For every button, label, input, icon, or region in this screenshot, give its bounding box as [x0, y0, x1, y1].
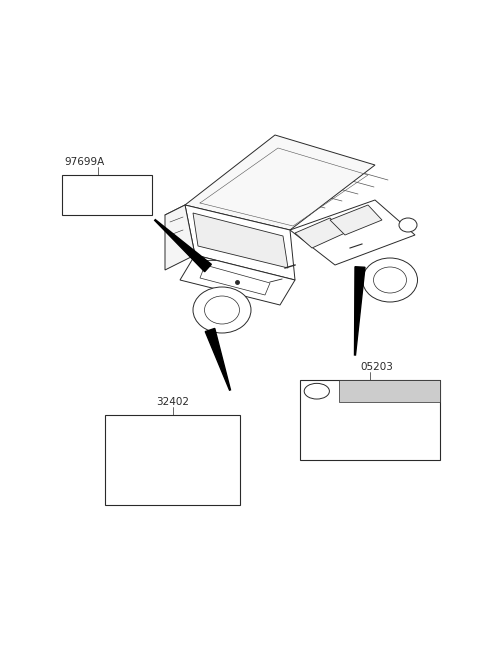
Polygon shape [355, 267, 365, 355]
Bar [339, 380, 440, 402]
Text: 32402: 32402 [156, 397, 189, 407]
Bar [62, 175, 152, 215]
Polygon shape [200, 265, 270, 295]
Polygon shape [180, 255, 295, 305]
Polygon shape [295, 218, 345, 248]
Polygon shape [155, 220, 211, 272]
Text: 05203: 05203 [360, 362, 394, 372]
Ellipse shape [304, 383, 329, 399]
Ellipse shape [373, 267, 407, 293]
Polygon shape [185, 205, 295, 280]
Ellipse shape [204, 296, 240, 324]
Polygon shape [193, 213, 288, 268]
Ellipse shape [362, 258, 418, 302]
Bar [300, 380, 440, 460]
Polygon shape [165, 205, 195, 270]
Bar [105, 415, 240, 505]
Ellipse shape [193, 287, 251, 333]
Text: 97699A: 97699A [64, 157, 104, 167]
Polygon shape [330, 205, 382, 235]
Polygon shape [185, 135, 375, 230]
Polygon shape [205, 329, 230, 390]
Polygon shape [290, 200, 415, 265]
Ellipse shape [399, 218, 417, 232]
